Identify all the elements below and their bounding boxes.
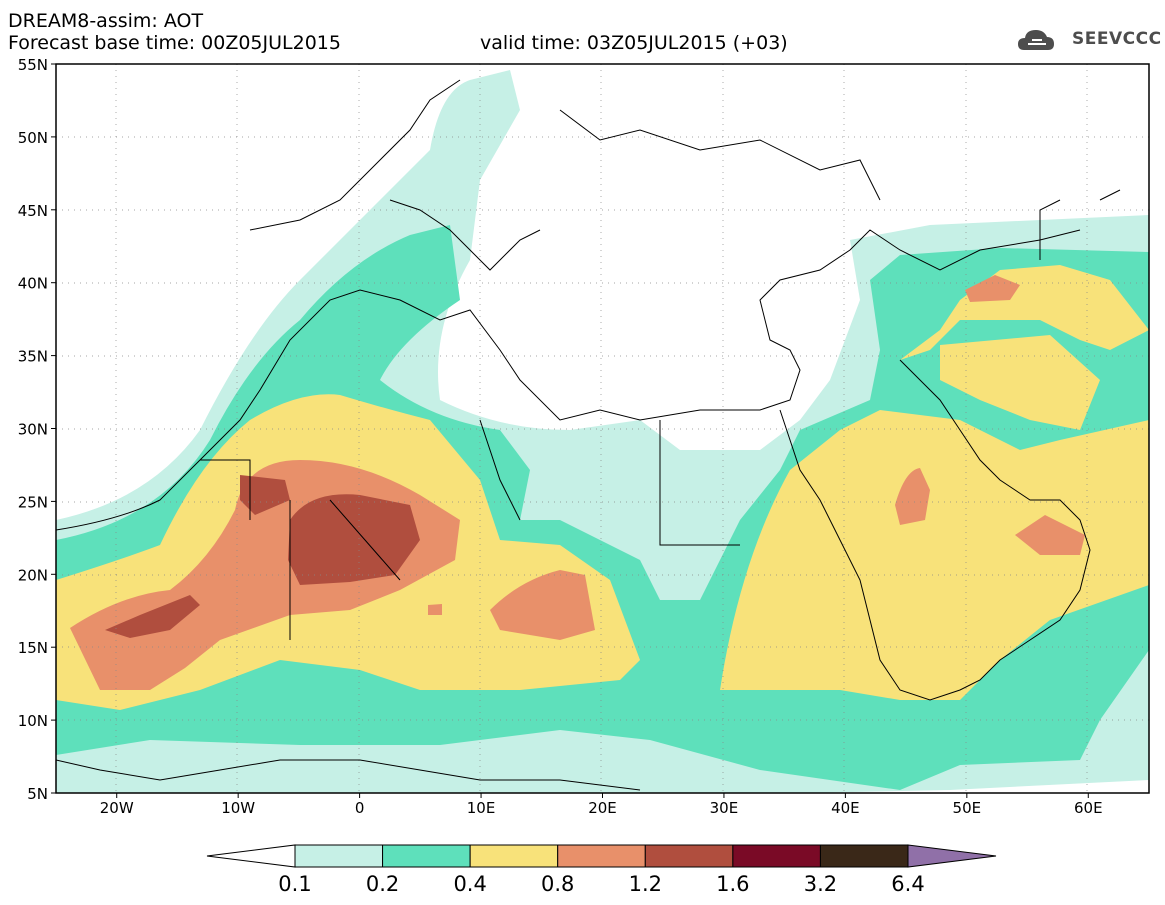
lon-label: 10E	[467, 799, 496, 817]
lat-label: 20N	[18, 566, 48, 584]
lat-label: 30N	[18, 421, 48, 439]
colorbar-segment	[294, 844, 384, 868]
colorbar-segment	[732, 844, 821, 868]
lon-label: 0	[355, 799, 365, 817]
colorbar-label: 3.2	[804, 872, 837, 896]
lon-label: 40E	[831, 799, 860, 817]
colorbar-label: 0.1	[278, 872, 311, 896]
lat-label: 5N	[27, 785, 48, 803]
valid-time: valid time: 03Z05JUL2015 (+03)	[480, 32, 788, 54]
colorbar-segment	[819, 844, 909, 868]
colorbar-segment	[644, 844, 734, 868]
colorbar-label: 6.4	[891, 872, 924, 896]
colorbar-segment	[557, 844, 646, 868]
lat-label: 40N	[18, 275, 48, 293]
lat-label: 55N	[18, 56, 48, 74]
coastlines	[56, 79, 1121, 791]
latitude-labels: 55N 50N 45N 40N 35N 30N 25N 20N 15N 10N 5N	[18, 56, 56, 803]
lon-label: 30E	[710, 799, 739, 817]
grid-lines	[56, 64, 1149, 793]
colorbar-label: 1.6	[716, 872, 749, 896]
lat-label: 35N	[18, 348, 48, 366]
logo-text: SEEVCCC	[1072, 29, 1162, 49]
lon-label: 20W	[100, 799, 134, 817]
longitude-labels: 20W 10W 0 10E 20E 30E 40E 50E 60E	[100, 793, 1103, 817]
colorbar: 0.1 0.2 0.4 0.8 1.2 1.6 3.2 6.4	[206, 844, 997, 896]
colorbar-label: 0.2	[366, 872, 399, 896]
colorbar-label: 1.2	[629, 872, 662, 896]
cloud-icon	[1018, 30, 1054, 50]
colorbar-label: 0.8	[541, 872, 574, 896]
lon-label: 60E	[1074, 799, 1103, 817]
colorbar-segment	[382, 844, 471, 868]
lon-label: 20E	[588, 799, 617, 817]
lat-label: 45N	[18, 202, 48, 220]
aot-1.2-region	[105, 475, 420, 638]
lon-label: 10W	[221, 799, 255, 817]
lat-label: 10N	[18, 712, 48, 730]
lon-label: 50E	[953, 799, 982, 817]
lat-label: 25N	[18, 493, 48, 511]
colorbar-label: 0.4	[453, 872, 486, 896]
map-title: DREAM8-assim: AOT	[8, 10, 204, 32]
colorbar-under-arrow	[206, 844, 296, 868]
colorbar-over-arrow	[907, 844, 997, 868]
lat-label: 15N	[18, 639, 48, 657]
forecast-base-time: Forecast base time: 00Z05JUL2015	[8, 32, 341, 54]
lat-label: 50N	[18, 129, 48, 147]
colorbar-segment	[469, 844, 559, 868]
aot-field	[56, 64, 1149, 793]
aot-0.8-region	[70, 275, 1085, 690]
